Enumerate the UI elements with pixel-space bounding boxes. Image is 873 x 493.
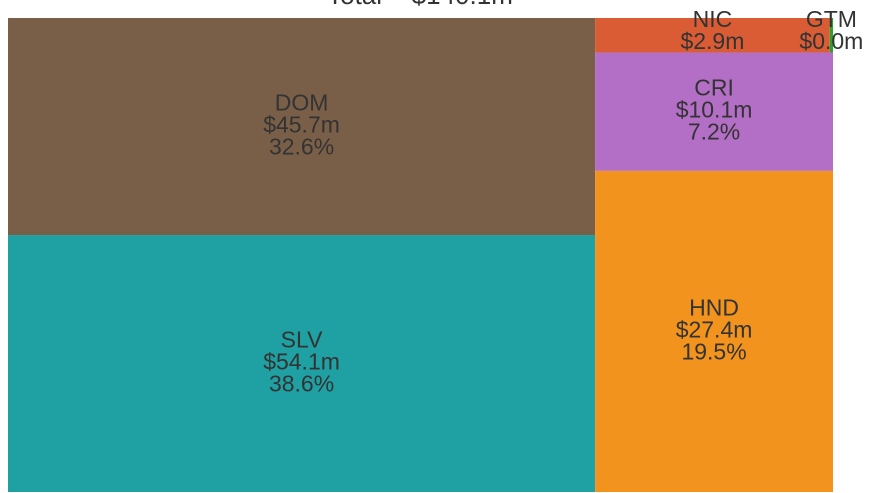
share-label: 7.2%	[688, 119, 740, 145]
share-label: 32.6%	[269, 134, 334, 160]
tile	[595, 52, 833, 171]
tile-label: NIC	[693, 6, 733, 32]
tile-label: CRI	[694, 75, 734, 101]
tile	[8, 235, 596, 492]
tile	[595, 18, 830, 53]
value-label: $2.9m	[680, 28, 744, 54]
chart-title: Total = $140.1m	[327, 0, 513, 10]
tile	[829, 18, 833, 53]
tile-label: DOM	[275, 90, 329, 116]
tile-label: GTM	[806, 6, 857, 32]
tile	[8, 18, 596, 236]
tile-label: SLV	[281, 327, 323, 353]
value-label: $10.1m	[676, 97, 753, 123]
value-label: $27.4m	[676, 316, 753, 342]
tile-label: HND	[689, 294, 739, 320]
value-label: $45.7m	[263, 112, 340, 138]
share-label: 38.6%	[269, 371, 334, 397]
share-label: 19.5%	[681, 338, 746, 364]
value-label: $54.1m	[263, 349, 340, 375]
tile	[595, 170, 833, 493]
value-label: $0.0m	[799, 28, 863, 54]
